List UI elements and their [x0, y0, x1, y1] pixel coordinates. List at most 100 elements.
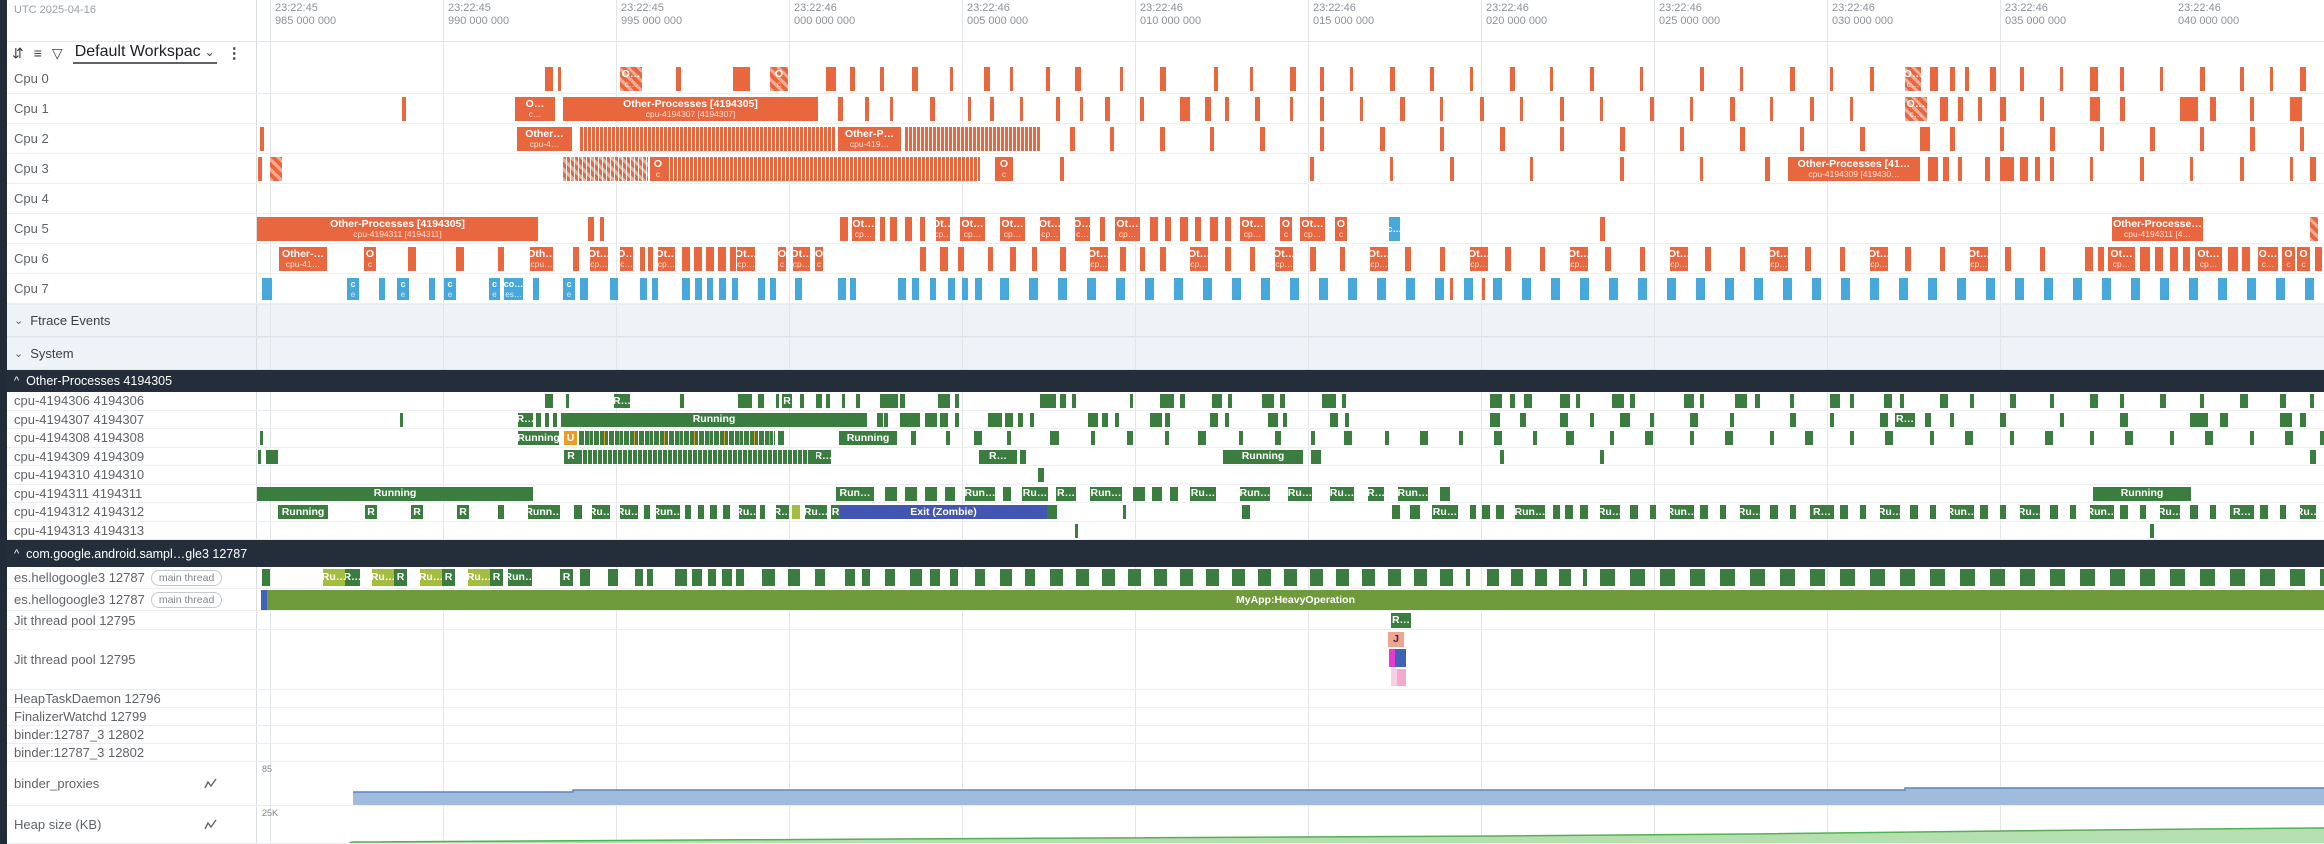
- timeline-slice-ot-[interactable]: Ot…cp…: [590, 247, 608, 271]
- track-timeline[interactable]: [257, 305, 2324, 336]
- track-timeline[interactable]: [257, 744, 2324, 761]
- timeline-slice[interactable]: [884, 412, 888, 427]
- timeline-slice[interactable]: [1590, 67, 1594, 91]
- timeline-slice[interactable]: [2200, 127, 2204, 151]
- timeline-slice[interactable]: [1553, 505, 1560, 519]
- timeline-slice[interactable]: [1420, 431, 1428, 445]
- timeline-slice[interactable]: [1133, 486, 1145, 501]
- timeline-slice[interactable]: [1150, 217, 1158, 241]
- timeline-slice[interactable]: [1770, 431, 1774, 445]
- timeline-slice[interactable]: [762, 569, 775, 586]
- timeline-slice[interactable]: [1020, 449, 1026, 464]
- timeline-slice[interactable]: [1397, 669, 1406, 686]
- timeline-slice-run-[interactable]: Run…: [508, 569, 532, 586]
- timeline-slice[interactable]: [1050, 569, 1470, 586]
- timeline-slice[interactable]: [1275, 431, 1281, 445]
- timeline-slice[interactable]: [948, 278, 955, 300]
- timeline-slice[interactable]: [640, 278, 647, 300]
- timeline-slice[interactable]: [680, 394, 684, 408]
- timeline-slice[interactable]: [1905, 247, 1911, 271]
- timeline-slice[interactable]: [2020, 157, 2028, 181]
- timeline-slice[interactable]: [666, 157, 980, 181]
- timeline-slice-r[interactable]: R: [365, 505, 377, 519]
- timeline-slice[interactable]: [1025, 569, 1035, 586]
- timeline-slice-running[interactable]: Running: [257, 486, 533, 501]
- timeline-slice-ot-[interactable]: Ot…cp…: [2108, 247, 2135, 271]
- timeline-slice[interactable]: [2250, 97, 2254, 121]
- timeline-slice[interactable]: [580, 278, 588, 300]
- timeline-slice[interactable]: [675, 569, 687, 586]
- timeline-slice[interactable]: [1459, 431, 1463, 445]
- timeline-slice[interactable]: [1262, 394, 1274, 408]
- timeline-slice[interactable]: [1980, 505, 1988, 519]
- timeline-slice[interactable]: [1165, 217, 1171, 241]
- timeline-slice[interactable]: [905, 127, 1040, 151]
- timeline-slice[interactable]: [1830, 412, 1834, 427]
- timeline-slice[interactable]: [1310, 157, 1314, 181]
- timeline-slice[interactable]: [1850, 97, 1853, 121]
- timeline-slice[interactable]: [2160, 394, 2166, 408]
- track-title-cell[interactable]: es.hellogoogle3 12787 main thread: [0, 567, 257, 588]
- track-title-cell[interactable]: Jit thread pool 12795: [0, 611, 257, 629]
- chevron-down-icon[interactable]: ⌄: [14, 315, 24, 327]
- track-title-cell[interactable]: ⌄ Ftrace Events: [0, 305, 257, 336]
- timeline-slice[interactable]: [2000, 127, 2004, 151]
- timeline-slice[interactable]: [1930, 505, 1936, 519]
- timeline-slice[interactable]: [2085, 247, 2093, 271]
- timeline-slice[interactable]: [2090, 394, 2098, 408]
- timeline-slice[interactable]: [2090, 157, 2093, 181]
- timeline-slice[interactable]: [1160, 67, 1166, 91]
- timeline-slice[interactable]: [2183, 247, 2190, 271]
- timeline-slice[interactable]: [1225, 97, 1229, 121]
- timeline-slice-ru-[interactable]: Ru…: [1880, 505, 1900, 519]
- timeline-slice-ru-[interactable]: Ru…: [1740, 505, 1760, 519]
- timeline-slice[interactable]: [1000, 278, 2324, 300]
- timeline-slice[interactable]: [1320, 97, 1324, 121]
- track-timeline[interactable]: Other… cpu-4… Other-P… cpu-419…: [257, 124, 2324, 153]
- timeline-slice[interactable]: [826, 67, 836, 91]
- timeline-slice-run-[interactable]: Run…: [656, 505, 680, 519]
- timeline-slice[interactable]: [865, 97, 869, 121]
- timeline-slice[interactable]: [1725, 431, 1733, 445]
- timeline-slice[interactable]: [1790, 505, 1796, 519]
- timeline-slice[interactable]: [1060, 247, 1066, 271]
- timeline-slice[interactable]: [1540, 247, 1545, 271]
- timeline-slice[interactable]: [838, 97, 843, 121]
- timeline-slice-run-[interactable]: Run…: [965, 486, 995, 501]
- workspace-selector[interactable]: Default Workspac ⌄: [72, 43, 217, 64]
- timeline-slice[interactable]: [2010, 431, 2014, 445]
- timeline-slice[interactable]: [1440, 247, 1445, 271]
- timeline-slice-ot-[interactable]: Ot…cp…: [1970, 247, 1988, 271]
- timeline-slice-ru-[interactable]: Ru…: [2020, 505, 2040, 519]
- timeline-slice[interactable]: [1080, 97, 1083, 121]
- timeline-slice[interactable]: [1494, 431, 1502, 445]
- timeline-slice[interactable]: [850, 278, 856, 300]
- timeline-slice[interactable]: [1180, 97, 1190, 121]
- timeline-slice[interactable]: [1600, 217, 1605, 241]
- timeline-slice-oth-[interactable]: Oth…cpu…: [530, 247, 553, 271]
- timeline-slice[interactable]: [1391, 669, 1397, 686]
- timeline-slice[interactable]: [880, 394, 898, 408]
- timeline-slice[interactable]: [2240, 157, 2244, 181]
- timeline-slice[interactable]: [2285, 431, 2293, 445]
- timeline-slice[interactable]: [2060, 412, 2064, 427]
- timeline-slice[interactable]: [608, 569, 618, 586]
- timeline-slice[interactable]: [1290, 97, 1293, 121]
- timeline-slice[interactable]: [2000, 505, 2006, 519]
- timeline-slice[interactable]: [1395, 649, 1406, 667]
- timeline-slice[interactable]: [2280, 505, 2286, 519]
- timeline-slice-ru-[interactable]: Ru…: [2160, 505, 2180, 519]
- timeline-slice-other-p-[interactable]: Other-P… cpu-419…: [838, 127, 901, 151]
- timeline-slice[interactable]: [1290, 67, 1296, 91]
- timeline-slice[interactable]: [2098, 247, 2104, 271]
- track-timeline[interactable]: MyApp:HeavyOperation: [257, 589, 2324, 610]
- timeline-slice[interactable]: [2040, 97, 2044, 121]
- track-title-cell[interactable]: Cpu 2: [0, 124, 257, 153]
- track-title-cell[interactable]: HeapTaskDaemon 12796: [0, 690, 257, 707]
- timeline-slice[interactable]: [456, 247, 464, 271]
- timeline-slice[interactable]: [770, 278, 776, 300]
- timeline-slice-other-[interactable]: Other… cpu-4…: [517, 127, 572, 151]
- timeline-slice[interactable]: [1620, 412, 1630, 427]
